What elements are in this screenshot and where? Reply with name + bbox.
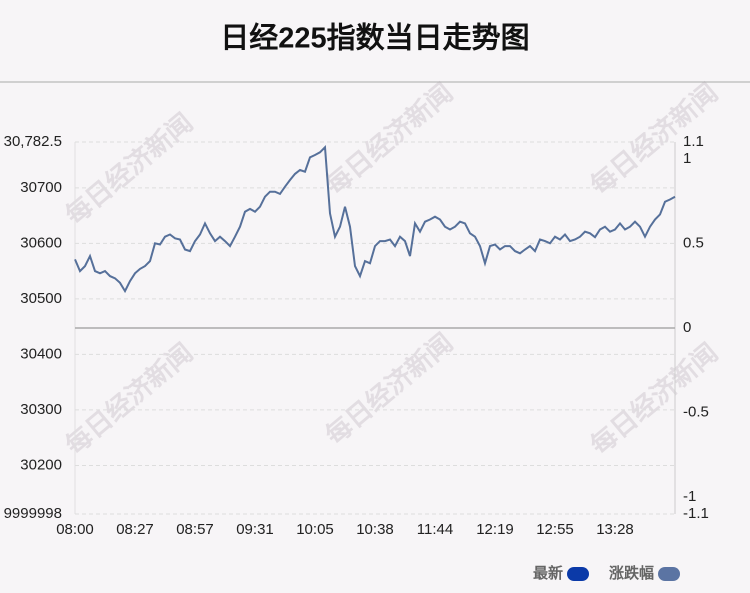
y2-tick-label: -0.5 [683, 404, 709, 421]
y-tick-label: 9999998 [4, 505, 62, 522]
y2-tick-label: 0.5 [683, 234, 704, 251]
x-tick-label: 12:55 [536, 521, 574, 538]
y-tick-label: 30200 [20, 456, 62, 473]
x-tick-label: 13:28 [596, 521, 634, 538]
y-tick-label: 30400 [20, 345, 62, 362]
x-tick-label: 08:27 [116, 521, 154, 538]
x-tick-label: 11:44 [417, 521, 453, 538]
x-tick-label: 12:19 [476, 521, 514, 538]
y2-tick-label: 0 [683, 319, 691, 336]
price-line [74, 145, 676, 294]
legend-swatch [567, 567, 590, 581]
x-tick-label: 08:00 [56, 521, 94, 538]
y2-tick-label: -1 [683, 488, 696, 505]
legend-swatch [658, 567, 681, 581]
y-tick-label: 30,782.5 [4, 133, 62, 150]
y-tick-label: 30500 [20, 290, 62, 307]
y2-tick-label: -1.1 [683, 505, 709, 522]
y2-tick-label: 1 [683, 150, 691, 167]
x-tick-label: 10:38 [356, 521, 394, 538]
x-tick-label: 10:05 [296, 521, 334, 538]
x-tick-label: 08:57 [176, 521, 214, 538]
chart-title: 日经225指数当日走势图 [220, 21, 529, 55]
y-tick-label: 30300 [20, 401, 62, 418]
legend-label: 涨跌幅 [609, 564, 654, 582]
y2-tick-label: 1.1 [683, 133, 704, 150]
y-tick-label: 30600 [20, 234, 62, 251]
legend-label: 最新 [533, 564, 563, 582]
y-tick-label: 30700 [20, 179, 62, 196]
x-tick-label: 09:31 [236, 521, 274, 538]
